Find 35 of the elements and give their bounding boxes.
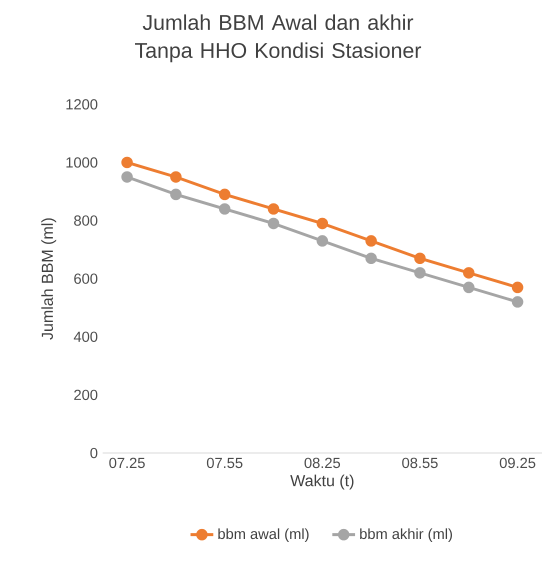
point xyxy=(414,252,426,264)
y-tick-label: 200 xyxy=(74,390,98,400)
y-tick-label: 400 xyxy=(74,332,98,342)
point xyxy=(512,296,524,308)
point xyxy=(218,188,230,200)
point xyxy=(316,218,328,230)
chart-title: Jumlah BBM Awal dan akhir Tanpa HHO Kondisi Stasioner xyxy=(135,14,422,62)
x-tick-label: 07.25 xyxy=(109,458,145,468)
x-tick-label: 08.25 xyxy=(304,458,340,468)
point xyxy=(170,171,182,183)
point xyxy=(170,188,182,200)
y-tick-label: 800 xyxy=(74,215,98,226)
point xyxy=(463,267,474,279)
point xyxy=(512,282,524,294)
point xyxy=(463,282,474,294)
point xyxy=(268,203,280,215)
x-tick-label: 07.55 xyxy=(206,458,242,468)
x-tick-label: 08.55 xyxy=(402,458,438,468)
point xyxy=(268,218,280,230)
y-tick-label: 1000 xyxy=(66,157,98,168)
legend-label: bbm awal (ml) xyxy=(218,528,309,542)
y-tick-label: 1200 xyxy=(66,99,98,110)
legend-label: bbm akhir (ml) xyxy=(360,528,452,542)
point xyxy=(365,235,377,247)
point xyxy=(316,235,328,247)
point xyxy=(365,252,377,264)
point xyxy=(121,156,133,168)
y-tick-label: 0 xyxy=(90,448,98,458)
x-axis-title: Waktu (t) xyxy=(290,474,354,490)
point xyxy=(218,203,230,215)
y-tick-label: 600 xyxy=(74,273,98,284)
point xyxy=(121,171,133,183)
point xyxy=(414,267,426,279)
y-axis-title: Jumlah BBM (ml) xyxy=(41,218,56,340)
x-tick-label: 09.25 xyxy=(500,458,536,468)
